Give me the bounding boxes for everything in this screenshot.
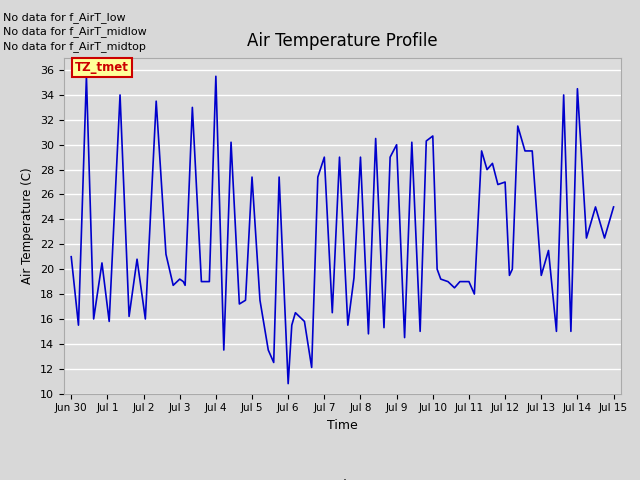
Text: No data for f_AirT_midlow: No data for f_AirT_midlow [3,26,147,37]
X-axis label: Time: Time [327,419,358,432]
Text: No data for f_AirT_midtop: No data for f_AirT_midtop [3,41,146,52]
Y-axis label: Air Temperature (C): Air Temperature (C) [22,168,35,284]
Legend: AirT 22m: AirT 22m [285,474,400,480]
Title: Air Temperature Profile: Air Temperature Profile [247,33,438,50]
Text: TZ_tmet: TZ_tmet [75,61,129,74]
Text: No data for f_AirT_low: No data for f_AirT_low [3,12,126,23]
